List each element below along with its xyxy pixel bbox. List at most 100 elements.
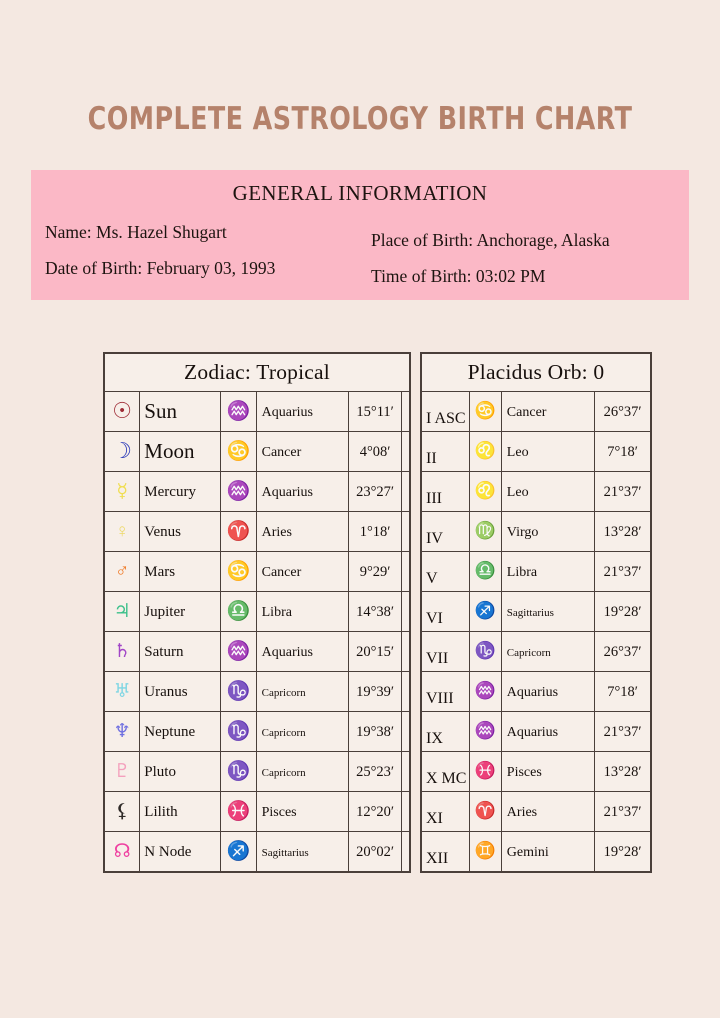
house-sign-cell: Aquarius [500, 671, 596, 712]
aquarius-icon: ♒ [220, 631, 257, 672]
cancer-icon: ♋ [468, 391, 502, 432]
house-sign: Aries [506, 804, 538, 820]
house-sign-cell: Sagittarius [500, 591, 596, 632]
planet-sign: Aquarius [261, 484, 313, 500]
planet-degree: 23°27′ [356, 483, 395, 500]
house-degree: 26°37′ [603, 643, 642, 660]
house-row: V ♎ Libra 21°37′ [421, 551, 651, 592]
planet-sign-cell: Aquarius [255, 391, 349, 432]
planet-row-spacer [401, 791, 410, 832]
planet-sign-cell: Pisces [255, 791, 349, 832]
aries-icon: ♈ [468, 791, 502, 832]
planet-degree: 9°29′ [359, 563, 391, 580]
pisces-icon: ♓ [220, 791, 257, 832]
pluto-icon: ♇ [103, 751, 141, 792]
planet-name: N Node [144, 843, 192, 860]
house-number-cell: VI [421, 591, 470, 632]
sagittarius-icon: ♐ [220, 831, 257, 872]
planet-name-cell: Neptune [139, 711, 222, 752]
planet-name-cell: Sun [139, 391, 222, 432]
planet-row: ☿ Mercury ♒ Aquarius 23°27′ [103, 471, 410, 512]
planet-degree: 20°15′ [356, 643, 395, 660]
house-sign-cell: Aquarius [500, 711, 596, 752]
house-degree: 7°18′ [607, 683, 638, 700]
planet-degree-cell: 20°15′ [347, 631, 403, 672]
house-sign-cell: Leo [500, 471, 596, 512]
capricorn-icon: ♑ [220, 671, 257, 712]
aquarius-icon: ♒ [468, 671, 502, 712]
planet-degree: 4°08′ [359, 443, 391, 460]
house-sign-cell: Cancer [500, 391, 596, 432]
house-number: II [426, 450, 437, 467]
house-row: II ♌ Leo 7°18′ [421, 431, 651, 472]
house-row: VII ♑ Capricorn 26°37′ [421, 631, 651, 672]
planet-row: ⚸ Lilith ♓ Pisces 12°20′ [103, 791, 410, 832]
planet-sign-cell: Capricorn [255, 711, 349, 752]
house-sign: Libra [506, 564, 538, 580]
house-number-cell: V [421, 551, 470, 592]
planet-name: Neptune [144, 723, 196, 740]
house-row: I ASC ♋ Cancer 26°37′ [421, 391, 651, 432]
planet-row: ♂ Mars ♋ Cancer 9°29′ [103, 551, 410, 592]
planet-row: ☉ Sun ♒ Aquarius 15°11′ [103, 391, 410, 432]
planet-sign: Sagittarius [261, 846, 309, 859]
house-number: VIII [426, 690, 454, 707]
planet-degree-cell: 25°23′ [347, 751, 403, 792]
house-sign-cell: Aries [500, 791, 596, 832]
neptune-icon: ♆ [103, 711, 141, 752]
uranus-icon: ♅ [103, 671, 141, 712]
house-number: IX [426, 730, 443, 747]
planet-sign: Cancer [261, 444, 302, 460]
planet-row-spacer [401, 751, 410, 792]
house-sign: Leo [506, 484, 529, 500]
house-row: VI ♐ Sagittarius 19°28′ [421, 591, 651, 632]
planet-degree-cell: 19°39′ [347, 671, 403, 712]
planet-name-cell: Saturn [139, 631, 222, 672]
virgo-icon: ♍ [468, 511, 502, 552]
cancer-icon: ♋ [220, 551, 257, 592]
planet-degree: 19°38′ [356, 723, 395, 740]
aries-icon: ♈ [220, 511, 257, 552]
general-information-panel: GENERAL INFORMATION Name: Ms. Hazel Shug… [31, 170, 689, 300]
planet-row: ♅ Uranus ♑ Capricorn 19°39′ [103, 671, 410, 712]
aquarius-icon: ♒ [468, 711, 502, 752]
planet-name: Moon [144, 439, 195, 463]
planet-row: ♀ Venus ♈ Aries 1°18′ [103, 511, 410, 552]
house-degree-cell: 7°18′ [594, 671, 651, 712]
house-number-cell: IV [421, 511, 470, 552]
house-degree: 21°37′ [603, 563, 642, 580]
cancer-icon: ♋ [220, 431, 257, 472]
planet-name: Saturn [144, 643, 184, 660]
house-number-cell: XI [421, 791, 470, 832]
planet-sign-cell: Libra [255, 591, 349, 632]
mars-icon: ♂ [103, 551, 141, 592]
planet-degree-cell: 12°20′ [347, 791, 403, 832]
house-sign-cell: Capricorn [500, 631, 596, 672]
planet-name: Sun [144, 399, 177, 423]
sun-icon: ☉ [103, 391, 141, 432]
planet-name-cell: Uranus [139, 671, 222, 712]
house-degree: 21°37′ [603, 723, 642, 740]
house-number: I ASC [426, 410, 466, 427]
house-degree-cell: 21°37′ [594, 711, 651, 752]
capricorn-icon: ♑ [220, 751, 257, 792]
planet-sign: Aquarius [261, 644, 313, 660]
planet-row-spacer [401, 831, 410, 872]
house-sign: Virgo [506, 524, 539, 540]
planet-name: Pluto [144, 763, 176, 780]
house-degree: 26°37′ [603, 403, 642, 420]
capricorn-icon: ♑ [220, 711, 257, 752]
house-number: XI [426, 810, 443, 827]
house-sign: Gemini [506, 844, 549, 860]
field-date-of-birth: Date of Birth: February 03, 1993 [45, 258, 276, 278]
saturn-icon: ♄ [103, 631, 141, 672]
leo-icon: ♌ [468, 431, 502, 472]
house-row: X MC ♓ Pisces 13°28′ [421, 751, 651, 792]
planet-degree-cell: 9°29′ [347, 551, 403, 592]
planet-degree-cell: 23°27′ [347, 471, 403, 512]
houses-table-header: Placidus Orb: 0 [421, 353, 651, 392]
planet-name: Mars [144, 563, 176, 580]
leo-icon: ♌ [468, 471, 502, 512]
planet-name: Uranus [144, 683, 188, 700]
field-place-of-birth: Place of Birth: Anchorage, Alaska [371, 230, 610, 250]
